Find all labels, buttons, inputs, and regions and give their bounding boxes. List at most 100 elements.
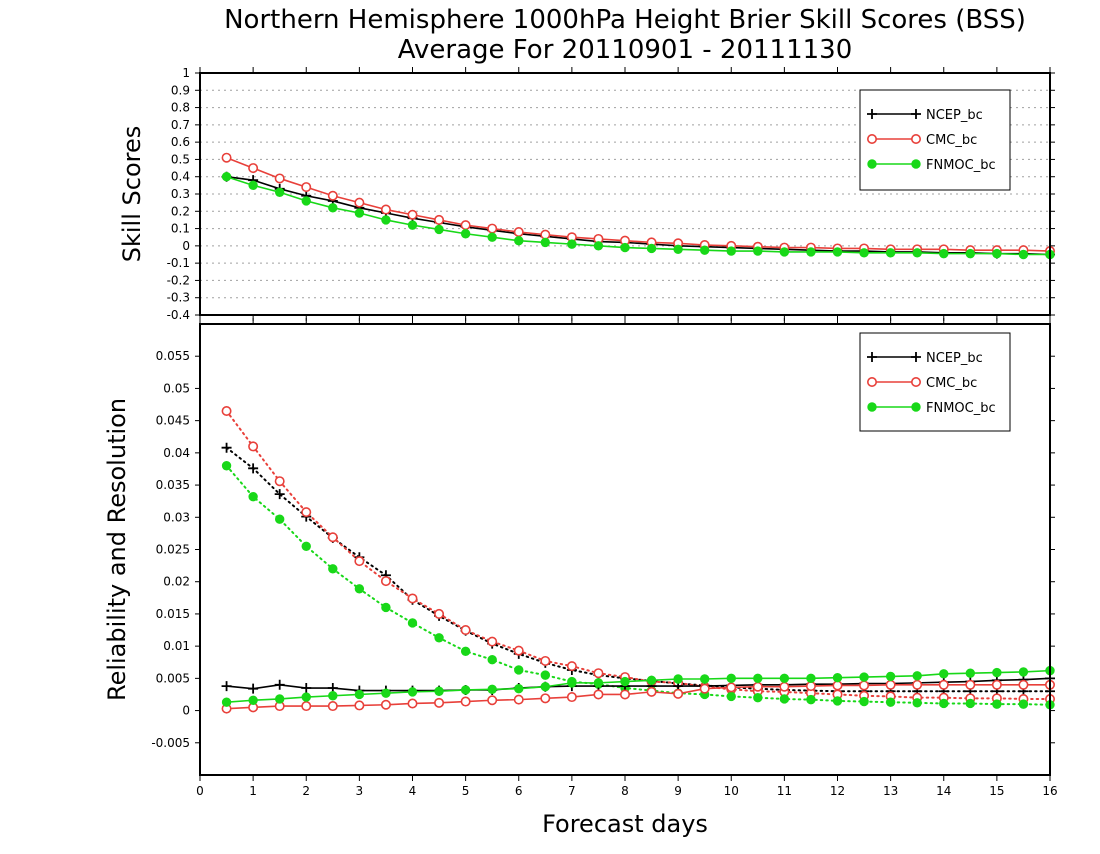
y-tick-label: 0.03 (163, 510, 190, 524)
series-FNMOC_bc (221, 665, 1055, 707)
data-point-circle-filled (753, 692, 763, 703)
data-point-circle-open (434, 697, 445, 708)
data-point-circle-filled (354, 584, 365, 594)
data-point-circle-open (885, 679, 896, 690)
x-tick-label: 6 (515, 784, 523, 798)
data-point-circle-open (327, 532, 338, 543)
data-point-plus (274, 679, 285, 690)
data-point-circle-filled (753, 673, 763, 684)
data-point-circle-filled (301, 541, 311, 551)
x-tick-label: 10 (724, 784, 739, 798)
data-point-circle-filled (407, 687, 418, 697)
data-point-circle-open (912, 679, 923, 690)
data-point-circle-filled (407, 220, 418, 230)
data-point-plus (867, 109, 877, 119)
data-point-circle-filled (699, 674, 710, 684)
data-point-circle-filled (806, 247, 816, 257)
data-point-circle-filled (699, 245, 710, 255)
data-point-circle-filled (753, 246, 763, 256)
data-point-circle-filled (992, 667, 1002, 678)
data-point-circle-filled (779, 694, 790, 704)
data-point-plus (221, 681, 232, 692)
data-point-circle-open (460, 625, 471, 636)
data-point-circle-open (566, 692, 577, 703)
x-tick-label: 15 (989, 784, 1004, 798)
data-point-circle-filled (248, 491, 258, 502)
data-point-circle-filled (328, 203, 338, 213)
plot-frame (199, 72, 1051, 316)
data-point-circle-open (910, 376, 921, 387)
data-point-circle-open (380, 204, 391, 215)
chart-title-line2: Average For 20110901 - 20111130 (398, 35, 853, 65)
data-point-circle-filled (354, 208, 365, 218)
data-point-circle-filled (354, 689, 365, 700)
data-point-circle-open (513, 694, 524, 705)
data-point-circle-open (380, 576, 391, 587)
data-point-circle-filled (460, 229, 471, 239)
data-point-plus (221, 442, 232, 453)
y-tick-label: 0.8 (171, 101, 190, 115)
series-FNMOC_bc (221, 461, 1055, 710)
data-point-circle-filled (434, 224, 444, 235)
data-point-circle-open (487, 636, 498, 647)
x-tick-label: 5 (462, 784, 470, 798)
y-tick-label: 0.02 (163, 575, 190, 589)
data-point-circle-filled (779, 673, 790, 684)
data-point-circle-filled (274, 514, 285, 524)
data-point-circle-filled (885, 671, 896, 682)
y-tick-label: -0.005 (151, 736, 190, 750)
data-point-circle-filled (1018, 249, 1029, 260)
data-point-circle-open (832, 680, 843, 691)
data-point-circle-open (593, 689, 604, 700)
legend-box (859, 89, 1011, 191)
data-point-circle-open (540, 229, 551, 240)
data-point-circle-open (699, 683, 710, 694)
y-axis-title: Skill Scores (118, 126, 146, 263)
data-point-circle-open (301, 507, 312, 518)
x-tick-label: 14 (936, 784, 951, 798)
x-tick-label: 16 (1042, 784, 1057, 798)
series-NCEP_bc (221, 442, 1055, 697)
data-point-circle-open (434, 608, 445, 619)
data-point-circle-filled (867, 159, 877, 169)
data-point-circle-filled (514, 235, 524, 246)
y-tick-label: 0.2 (171, 204, 190, 218)
series-line (225, 464, 1051, 706)
y-tick-label: 0.04 (163, 446, 190, 460)
data-point-circle-filled (221, 461, 232, 471)
y-tick-label: 0.035 (156, 478, 190, 492)
data-point-circle-filled (832, 696, 843, 706)
data-point-circle-open (354, 700, 365, 711)
x-tick-label: 1 (249, 784, 257, 798)
data-point-circle-open (434, 214, 445, 225)
data-point-circle-filled (939, 248, 949, 259)
y-tick-label: 0.05 (163, 381, 190, 395)
data-point-circle-filled (912, 671, 922, 681)
data-point-circle-filled (832, 247, 843, 257)
y-tick-label: 0.015 (156, 607, 190, 621)
data-point-circle-filled (248, 180, 258, 191)
data-point-circle-filled (1018, 667, 1029, 677)
legend-item-FNMOC_bc: FNMOC_bc (867, 158, 996, 173)
data-point-circle-open (619, 689, 630, 700)
data-point-circle-open (673, 688, 684, 699)
data-point-circle-open (646, 686, 657, 697)
y-tick-label: 0.01 (163, 639, 190, 653)
data-point-circle-open (752, 681, 763, 692)
data-point-circle-filled (487, 232, 497, 242)
data-point-circle-filled (301, 196, 311, 206)
data-point-circle-open (460, 220, 471, 231)
y-tick-label: 0 (182, 704, 190, 718)
data-point-circle-filled (514, 665, 524, 675)
data-point-circle-filled (867, 402, 877, 412)
data-point-circle-open (301, 182, 312, 193)
data-point-circle-open (327, 190, 338, 201)
x-tick-label: 11 (777, 784, 792, 798)
data-point-circle-open (938, 679, 949, 690)
data-point-circle-filled (939, 669, 949, 679)
legend: NCEP_bc CMC_bc FNMOC_bc (859, 89, 1011, 191)
y-tick-label: 0.005 (156, 671, 190, 685)
data-point-circle-filled (274, 694, 285, 704)
x-tick-label: 7 (568, 784, 576, 798)
data-point-circle-filled (859, 672, 869, 682)
